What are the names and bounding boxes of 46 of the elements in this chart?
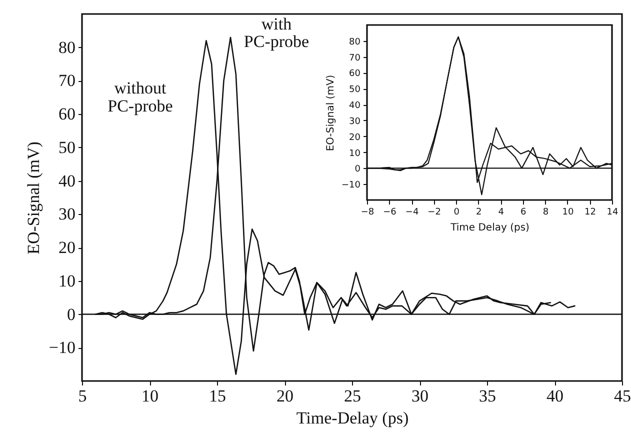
x-tick-label: 8 [542, 208, 549, 218]
x-tick-label: 5 [78, 386, 87, 406]
x-tick-label: 10 [562, 208, 574, 218]
y-tick-label: 30 [349, 116, 361, 127]
y-tick-label: 10 [349, 148, 361, 159]
y-tick-label: 80 [58, 38, 76, 57]
x-tick-label: −6 [383, 208, 397, 218]
y-tick-label: 70 [58, 71, 76, 90]
x-tick-label: 6 [520, 208, 527, 218]
x-tick-label: 30 [412, 386, 428, 406]
y-tick-label: 0 [354, 164, 361, 175]
x-tick-label: 10 [142, 386, 158, 406]
x-tick-label: −2 [428, 208, 441, 218]
y-axis-title: EO-Signal (mV) [24, 142, 43, 254]
y-tick-label: 50 [58, 138, 76, 157]
y-tick-label: 70 [349, 53, 361, 64]
y-tick-label: −10 [342, 180, 361, 191]
y-tick-label: 40 [58, 171, 76, 190]
x-axis-title: Time-Delay (ps) [296, 408, 409, 428]
x-tick-label: 45 [614, 386, 631, 406]
y-tick-label: −10 [48, 338, 76, 358]
x-axis-title: Time Delay (ps) [450, 222, 530, 234]
y-axis-title: EO-Signal (mV) [326, 74, 337, 152]
y-tick-label: 60 [349, 69, 361, 80]
y-tick-label: 10 [58, 271, 76, 290]
x-tick-label: 20 [276, 386, 294, 406]
y-tick-label: 80 [349, 37, 361, 48]
y-tick-label: 0 [67, 304, 76, 324]
x-tick-label: −4 [405, 208, 419, 218]
x-tick-label: 15 [209, 386, 226, 406]
series-label: without PC-probe [108, 78, 173, 116]
y-tick-label: 50 [349, 85, 361, 96]
y-tick-label: 20 [349, 132, 361, 143]
x-tick-label: 0 [454, 208, 460, 218]
x-tick-label: 14 [606, 208, 618, 218]
x-tick-label: 25 [344, 386, 361, 406]
x-tick-label: 40 [546, 386, 564, 406]
series-label: with PC-probe [244, 14, 310, 52]
x-tick-label: 12 [584, 208, 596, 218]
y-tick-label: 60 [58, 104, 76, 124]
x-tick-label: 2 [476, 208, 482, 218]
y-tick-label: 20 [58, 238, 76, 258]
x-tick-label: 4 [498, 208, 504, 218]
y-tick-label: 40 [349, 101, 361, 112]
x-tick-label: −8 [360, 208, 374, 218]
x-tick-label: 35 [479, 386, 496, 406]
